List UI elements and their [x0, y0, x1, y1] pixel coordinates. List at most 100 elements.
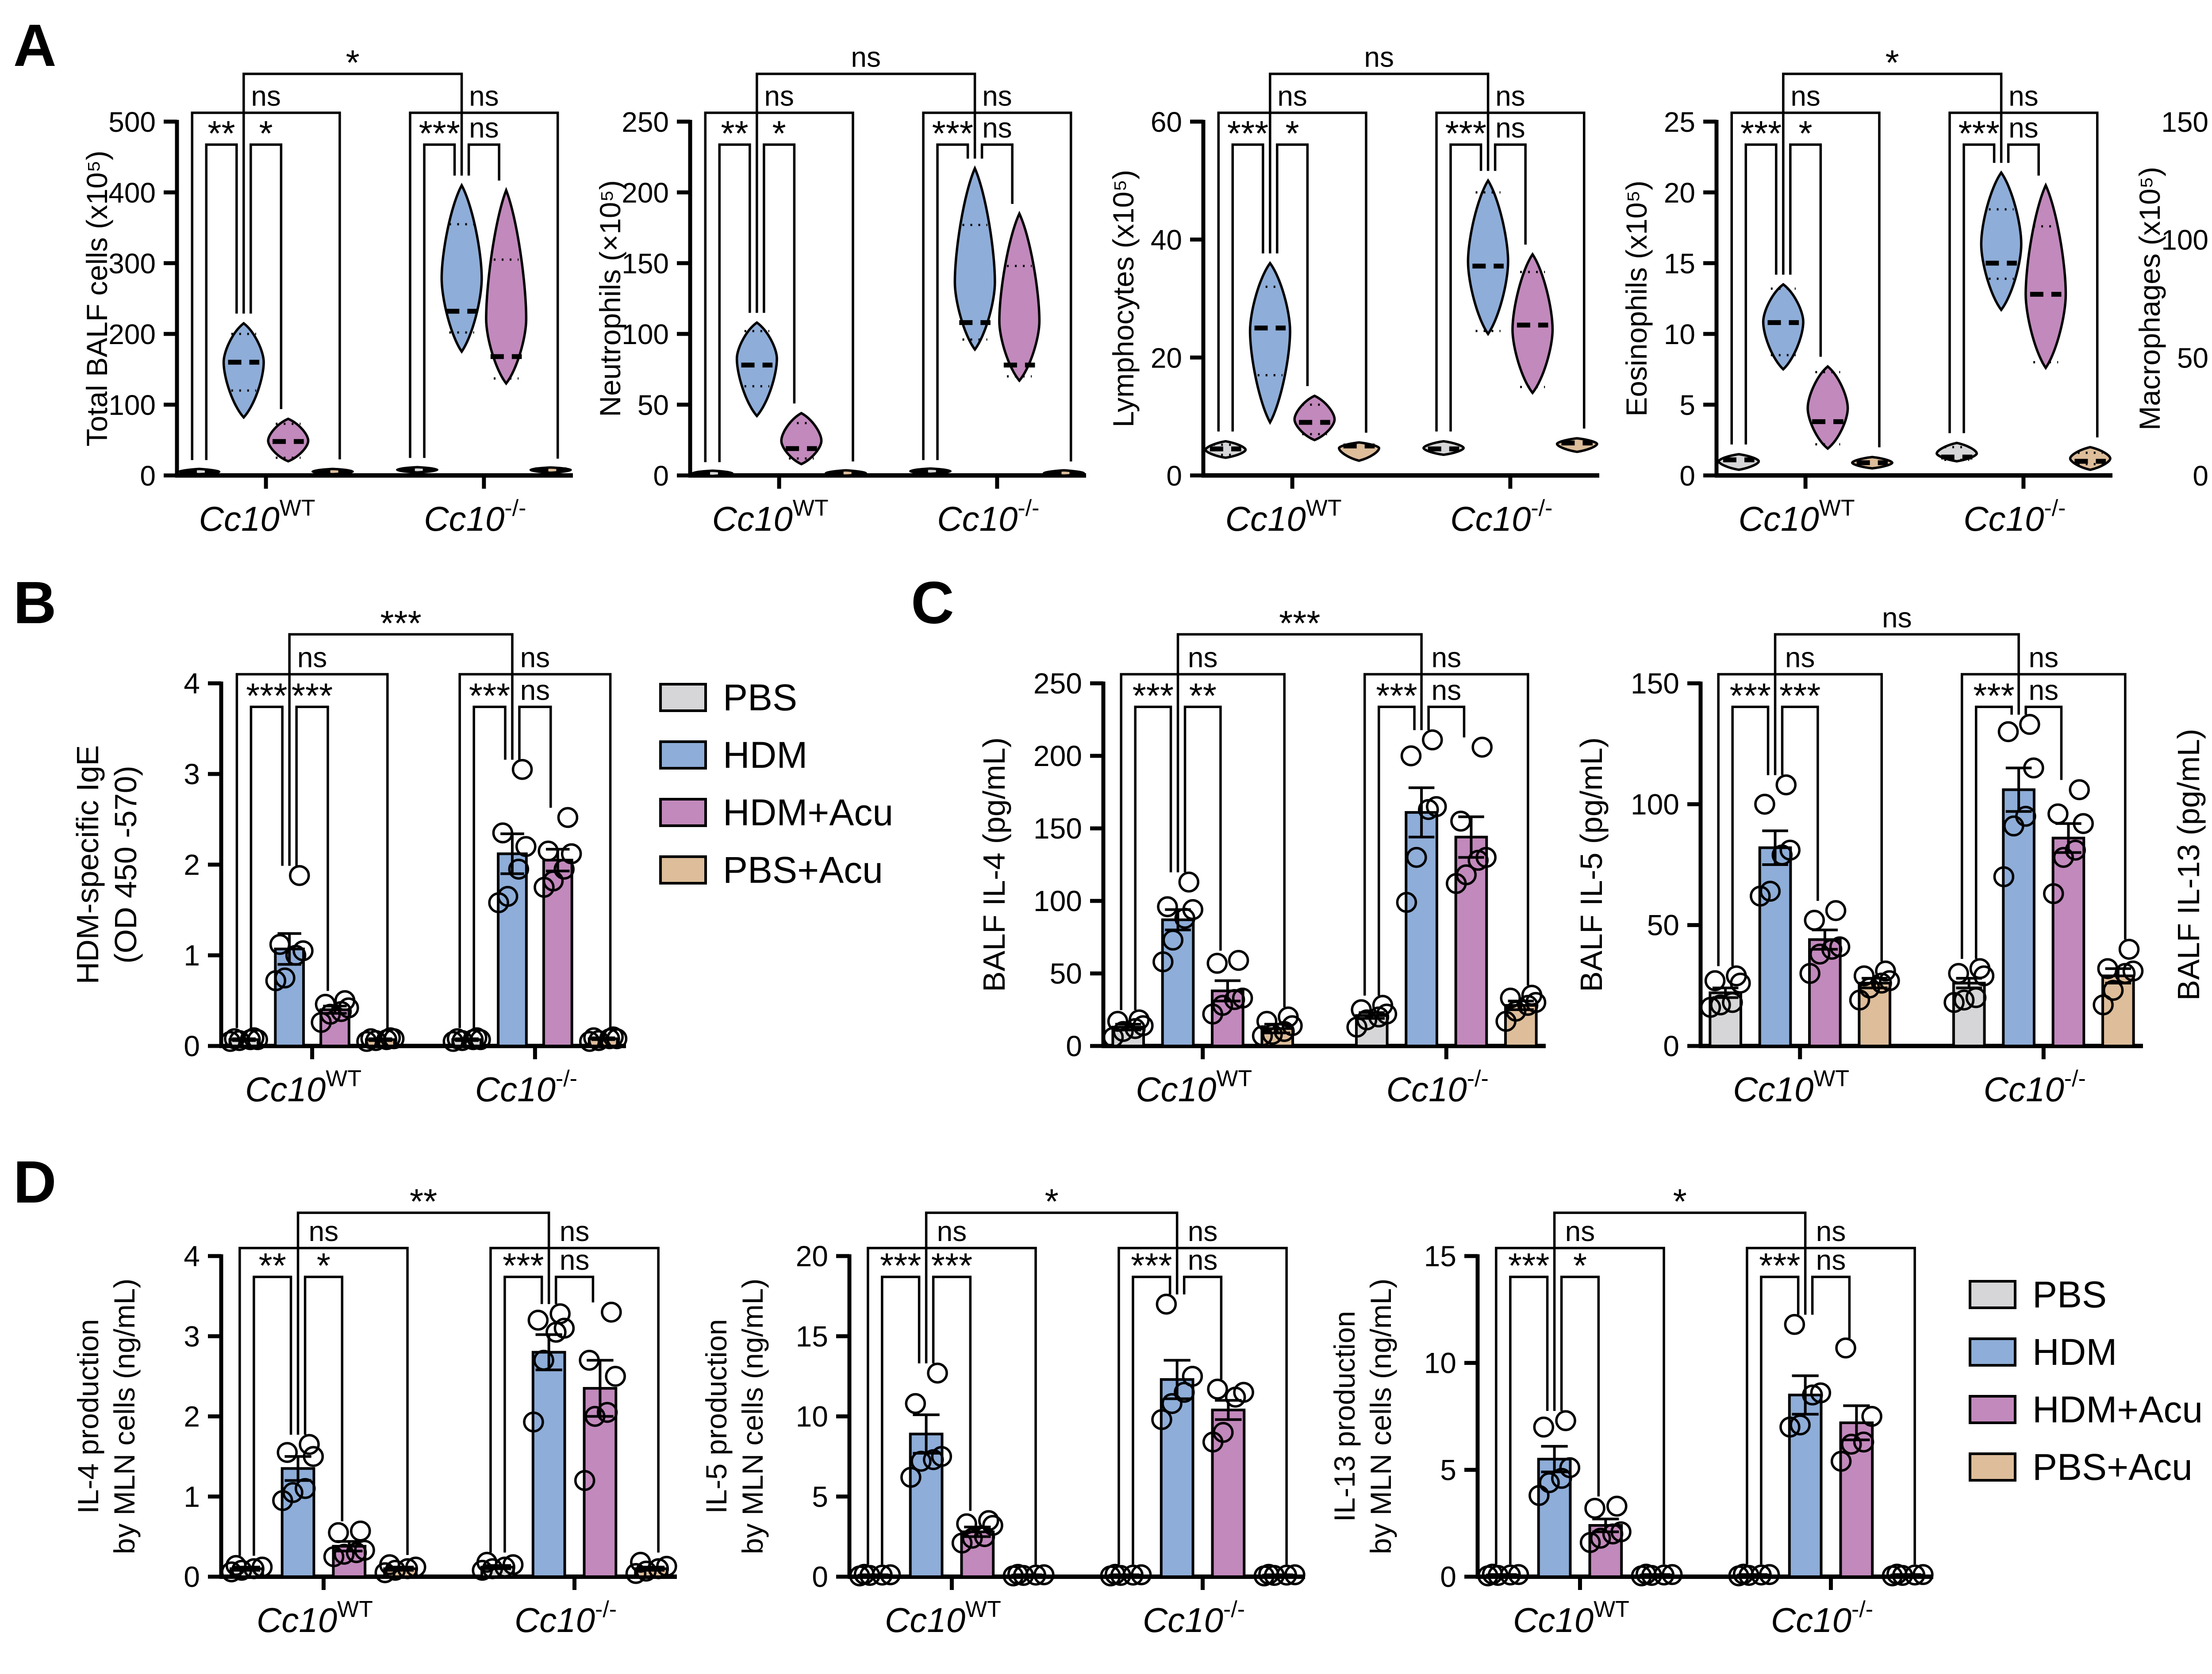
- svg-text:Cc10WT: Cc10WT: [712, 495, 829, 538]
- legend-swatch-PBS+Acu: [659, 855, 707, 885]
- svg-text:Cc10WT: Cc10WT: [1136, 1066, 1252, 1109]
- legend-label: HDM+Acu: [2032, 1389, 2203, 1430]
- svg-text:Cc10WT: Cc10WT: [199, 495, 315, 538]
- svg-text:15: 15: [1424, 1240, 1456, 1272]
- svg-text:500: 500: [108, 106, 156, 138]
- svg-text:0: 0: [2193, 460, 2208, 492]
- svg-text:1: 1: [184, 939, 200, 972]
- svg-text:*: *: [1573, 1246, 1587, 1285]
- panel-B-charts: 0 1 2 3 4 HDM-specific IgE (OD 450 -570) Cc10WT…: [71, 568, 646, 1130]
- panel-C: C 0 50 100 150 200 250 BALF IL-4 (pg/mL) Cc10WT…: [906, 568, 2212, 1130]
- svg-text:Eosinophils (x10⁵): Eosinophils (x10⁵): [1620, 180, 1653, 417]
- svg-text:IL-13 production: IL-13 production: [1328, 1311, 1361, 1522]
- svg-text:150: 150: [1033, 812, 1082, 845]
- svg-text:ns: ns: [469, 80, 499, 112]
- svg-text:Cc10-/-: Cc10-/-: [1963, 495, 2066, 538]
- svg-text:ns: ns: [851, 41, 881, 73]
- panel-label-C: C: [911, 569, 954, 636]
- svg-text:Cc10WT: Cc10WT: [257, 1597, 373, 1640]
- svg-text:Cc10-/-: Cc10-/-: [1984, 1066, 2086, 1109]
- svg-text:Cc10WT: Cc10WT: [885, 1597, 1001, 1640]
- svg-text:Cc10WT: Cc10WT: [1513, 1597, 1629, 1640]
- svg-text:***: ***: [880, 1246, 921, 1285]
- svg-text:ns: ns: [560, 1244, 590, 1276]
- svg-text:ns: ns: [520, 642, 550, 674]
- svg-text:***: ***: [1959, 114, 2000, 153]
- svg-text:10: 10: [1424, 1347, 1456, 1379]
- svg-text:BALF IL-4 (pg/mL): BALF IL-4 (pg/mL): [977, 737, 1011, 992]
- svg-text:***: ***: [292, 676, 333, 715]
- svg-text:60: 60: [1151, 106, 1182, 138]
- chart-A4: 0 5 10 15 20 25 Eosinophils (x10⁵) Cc10WT Cc10-/…: [1620, 43, 2112, 538]
- legend-label: HDM: [723, 734, 808, 776]
- svg-text:20: 20: [1151, 342, 1182, 374]
- svg-text:***: ***: [1376, 676, 1417, 715]
- svg-text:200: 200: [108, 318, 156, 350]
- svg-text:Cc10WT: Cc10WT: [1733, 1066, 1849, 1109]
- svg-text:3: 3: [184, 1320, 200, 1352]
- svg-text:***: ***: [380, 603, 421, 643]
- svg-text:0: 0: [812, 1560, 828, 1593]
- chart-D1: 0 1 2 3 4 IL-4 production by MLN cells (ng/mL)…: [72, 1182, 677, 1640]
- svg-text:ns: ns: [2029, 642, 2059, 674]
- svg-text:ns: ns: [520, 674, 550, 706]
- svg-text:Cc10-/-: Cc10-/-: [1771, 1597, 1873, 1640]
- svg-text:ns: ns: [764, 80, 794, 112]
- svg-text:ns: ns: [1785, 642, 1815, 674]
- svg-text:**: **: [259, 1246, 286, 1285]
- panel-A-charts: 0 100 200 300 400 500 Total BALF cells (x10⁵) C…: [71, 11, 2212, 555]
- svg-text:50: 50: [1050, 957, 1082, 990]
- svg-text:2: 2: [184, 1400, 200, 1433]
- svg-text:200: 200: [622, 177, 669, 209]
- svg-text:**: **: [410, 1182, 437, 1221]
- svg-text:20: 20: [1664, 177, 1695, 209]
- legend-label: PBS: [723, 677, 798, 718]
- svg-text:2: 2: [184, 848, 200, 881]
- panel-label-A: A: [13, 12, 57, 79]
- svg-text:*: *: [346, 43, 360, 82]
- svg-text:300: 300: [108, 248, 156, 280]
- chart-D3: 0 5 10 15 IL-13 production by MLN cells (ng/m…: [1328, 1182, 1934, 1640]
- svg-text:100: 100: [1631, 788, 1679, 820]
- svg-text:ns: ns: [1882, 601, 1912, 633]
- svg-text:ns: ns: [309, 1215, 339, 1247]
- svg-text:0: 0: [1663, 1030, 1679, 1062]
- svg-text:BALF IL-5 (pg/mL): BALF IL-5 (pg/mL): [1574, 737, 1609, 992]
- legend-swatch-HDM+Acu: [659, 798, 707, 827]
- svg-text:*: *: [1286, 114, 1299, 153]
- svg-text:40: 40: [1151, 224, 1182, 256]
- svg-text:ns: ns: [1277, 80, 1307, 112]
- svg-text:Cc10-/-: Cc10-/-: [1450, 495, 1552, 538]
- svg-text:**: **: [207, 114, 235, 153]
- svg-text:ns: ns: [2008, 80, 2039, 112]
- svg-text:50: 50: [1647, 909, 1679, 942]
- svg-text:by MLN cells (ng/mL): by MLN cells (ng/mL): [736, 1279, 769, 1555]
- svg-text:150: 150: [1631, 667, 1679, 700]
- svg-text:100: 100: [622, 318, 669, 350]
- svg-text:**: **: [721, 114, 748, 153]
- chart-A1: 0 100 200 300 400 500 Total BALF cells (x10⁵) C…: [81, 43, 573, 538]
- svg-text:*: *: [317, 1246, 330, 1285]
- svg-text:0: 0: [653, 460, 669, 492]
- svg-text:ns: ns: [982, 80, 1012, 112]
- svg-text:***: ***: [1508, 1246, 1549, 1285]
- legend-panel-B: PBS HDM HDM+Acu PBS+Acu: [659, 679, 893, 889]
- svg-text:***: ***: [1131, 1246, 1172, 1285]
- svg-text:IL-4 production: IL-4 production: [72, 1319, 104, 1513]
- legend-label: PBS+Acu: [723, 849, 883, 891]
- svg-text:***: ***: [1759, 1246, 1800, 1285]
- svg-text:Neutrophils (×10⁵): Neutrophils (×10⁵): [594, 180, 626, 417]
- svg-text:0: 0: [1166, 460, 1182, 492]
- svg-text:***: ***: [1730, 676, 1771, 715]
- svg-text:Macrophages (x10⁵): Macrophages (x10⁵): [2133, 167, 2166, 430]
- svg-text:IL-5 production: IL-5 production: [700, 1319, 733, 1513]
- legend-swatch-PBS: [659, 683, 707, 712]
- svg-text:Cc10WT: Cc10WT: [1739, 495, 1855, 538]
- panel-C-charts: 0 50 100 150 200 250 BALF IL-4 (pg/mL) Cc10WT Cc…: [968, 568, 2212, 1130]
- svg-text:0: 0: [184, 1560, 200, 1593]
- svg-text:*: *: [1673, 1182, 1687, 1221]
- svg-text:ns: ns: [1816, 1244, 1846, 1276]
- svg-text:50: 50: [637, 389, 669, 421]
